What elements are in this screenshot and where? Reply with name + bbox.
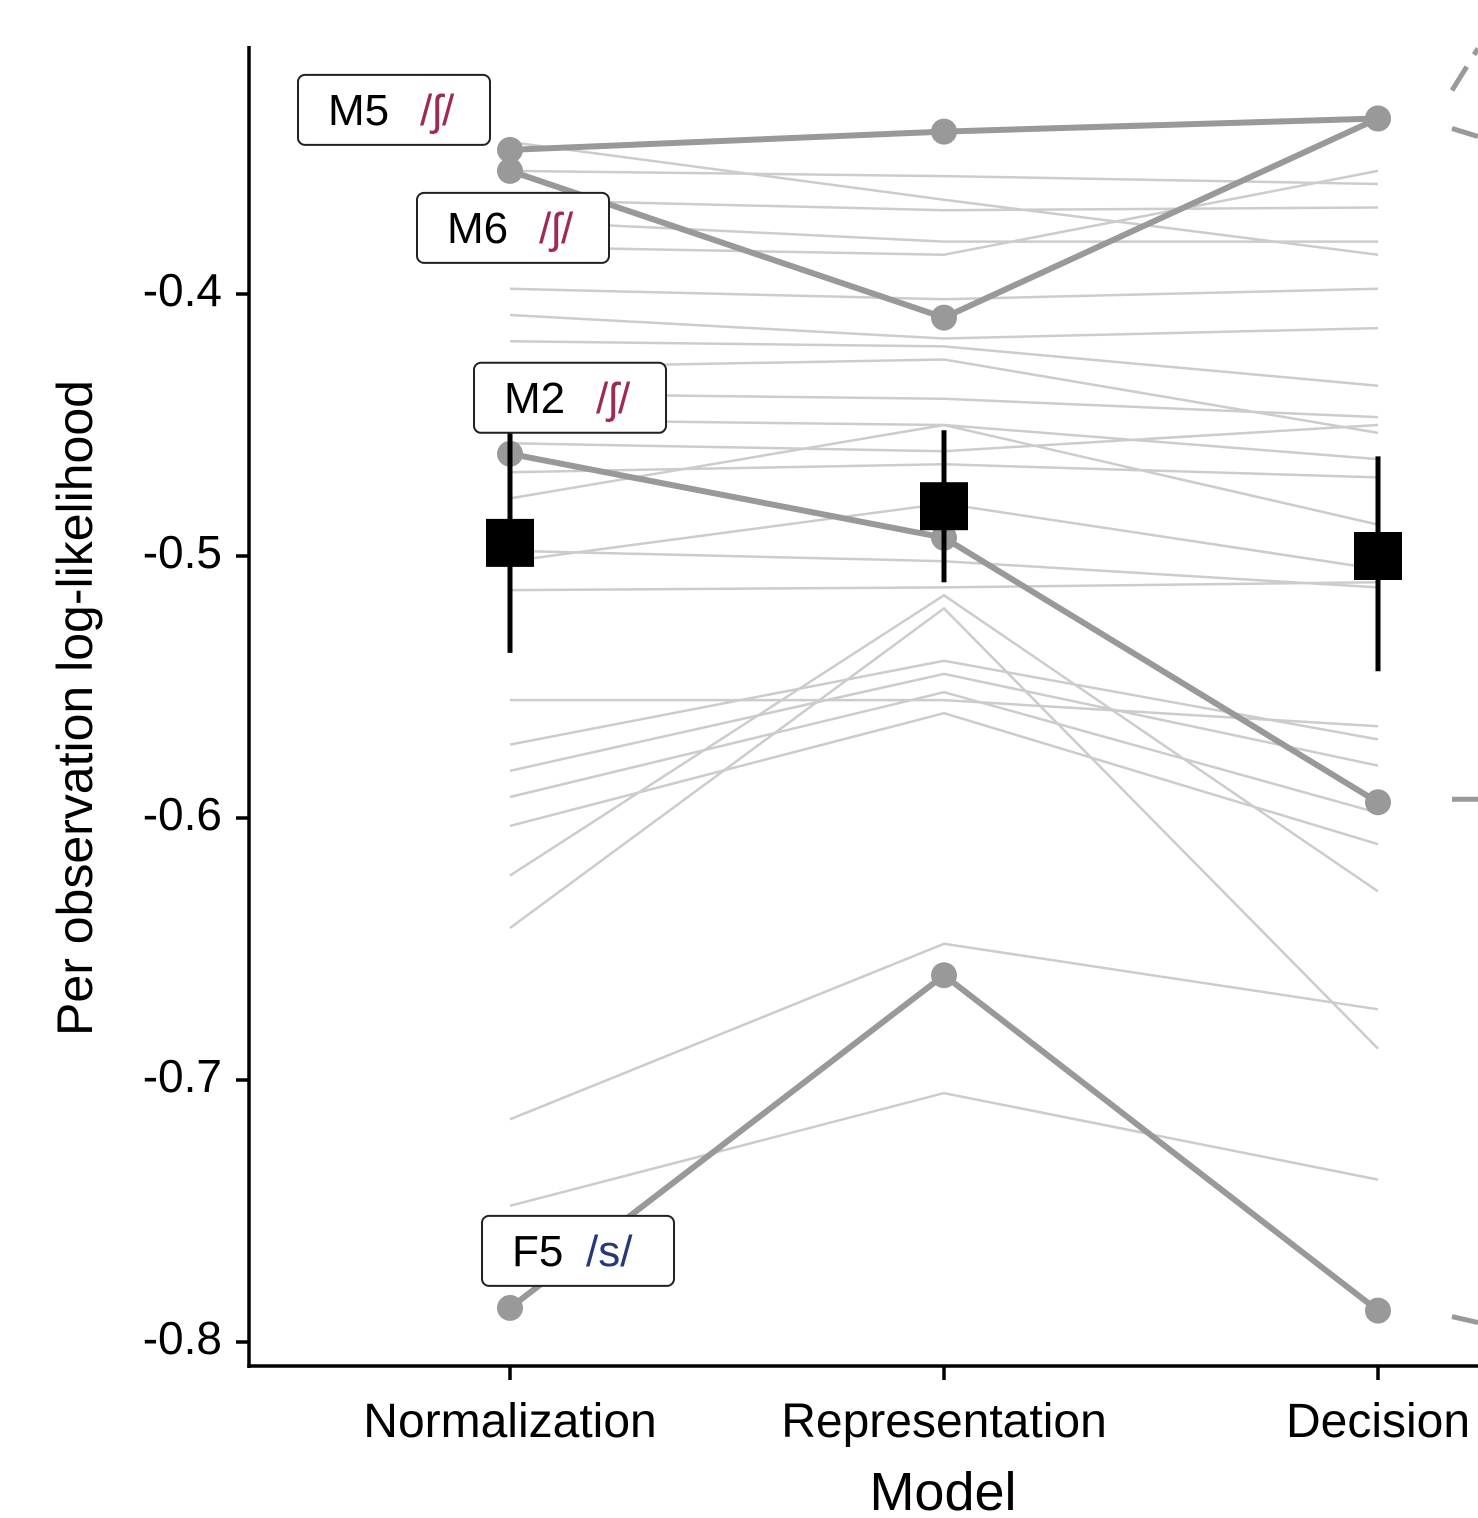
background-series-line-4 [509,219,1378,243]
background-series-line-17 [509,580,1379,592]
series-label-name-m5: M5 [328,86,389,135]
offscreen-connectors [1449,47,1478,1325]
mean-marker-3 [1354,532,1402,580]
series-point-f5-2 [931,962,957,989]
background-series-line-6 [509,287,1379,301]
highlighted-series-group [497,105,1391,1324]
y-axis-title: Per observation log-likelihood [47,380,103,1036]
background-series-line-20 [509,672,1379,773]
background-series-line-1 [509,140,1379,256]
series-label-m2: M2/ʃ/ [473,361,667,434]
y-tick-label-4: -0.5 [143,526,222,578]
series-point-m6-1 [497,157,523,184]
series-label-m5: M5/ʃ/ [297,73,491,146]
x-tick-label-decision: Decision [1286,1395,1470,1448]
background-series-line-24 [509,606,1379,1050]
background-series-line-22 [509,711,1379,846]
series-label-box-f5 [481,1214,675,1287]
series-label-box-m5 [297,73,491,146]
background-series-line-25 [509,942,1379,1121]
x-tick-label-normalization: Normalization [363,1395,656,1448]
series-label-f5: F5/s/ [481,1214,675,1287]
background-series-line-14 [509,423,1379,526]
y-tick-label-1: -0.8 [143,1312,222,1364]
x-axis-title: Model [869,1462,1016,1518]
background-series-line-8 [509,339,1379,387]
mean-marker-2 [920,482,968,531]
series-label-box-m6 [416,191,610,264]
y-tick-label-2: -0.7 [143,1050,222,1102]
background-series-line-26 [509,1091,1379,1208]
series-label-sound-f5: /s/ [586,1227,633,1276]
series-point-m5-1 [497,136,523,163]
background-series-line-23 [509,593,1379,893]
background-series-line-2 [509,169,1379,186]
series-label-sound-m5: /ʃ/ [420,86,455,135]
background-series-line-3 [509,198,1379,212]
y-tick-label-5: -0.4 [143,264,222,316]
series-label-m6: M6/ʃ/ [416,191,610,264]
series-label-sound-m6: /ʃ/ [539,204,574,253]
series-line-m6 [509,115,1380,321]
x-tick-label-representation: Representation [781,1395,1107,1448]
series-label-sound-m2: /ʃ/ [596,374,631,423]
series-point-f5-3 [1365,1297,1391,1324]
y-tick-label-3: -0.6 [143,788,222,840]
mean-marker-1 [486,518,534,567]
series-point-f5-1 [497,1294,523,1321]
axes-group: -0.8 -0.7 -0.6 -0.5 -0.4 Normalization Represe… [143,46,1478,1448]
series-point-m6-2 [931,304,957,331]
series-point-m2-3 [1365,789,1391,816]
series-point-m5-2 [931,118,957,145]
background-series-line-5 [509,169,1379,256]
background-series-line-7 [509,313,1379,340]
series-label-box-m2 [473,361,667,434]
connector-bottom [1451,1314,1478,1325]
series-label-name-m2: M2 [504,374,565,423]
background-series-group [509,140,1379,1208]
series-point-m6-3 [1365,105,1391,132]
mean-markers-group [486,430,1402,672]
connector-top-1 [1449,47,1478,92]
background-series-line-21 [509,690,1379,815]
series-labels-group: M5/ʃ/M6/ʃ/M2/ʃ/F5/s/ [297,73,675,1287]
connector-top-2 [1451,126,1478,139]
series-label-name-m6: M6 [447,204,508,253]
series-label-name-f5: F5 [512,1227,563,1276]
